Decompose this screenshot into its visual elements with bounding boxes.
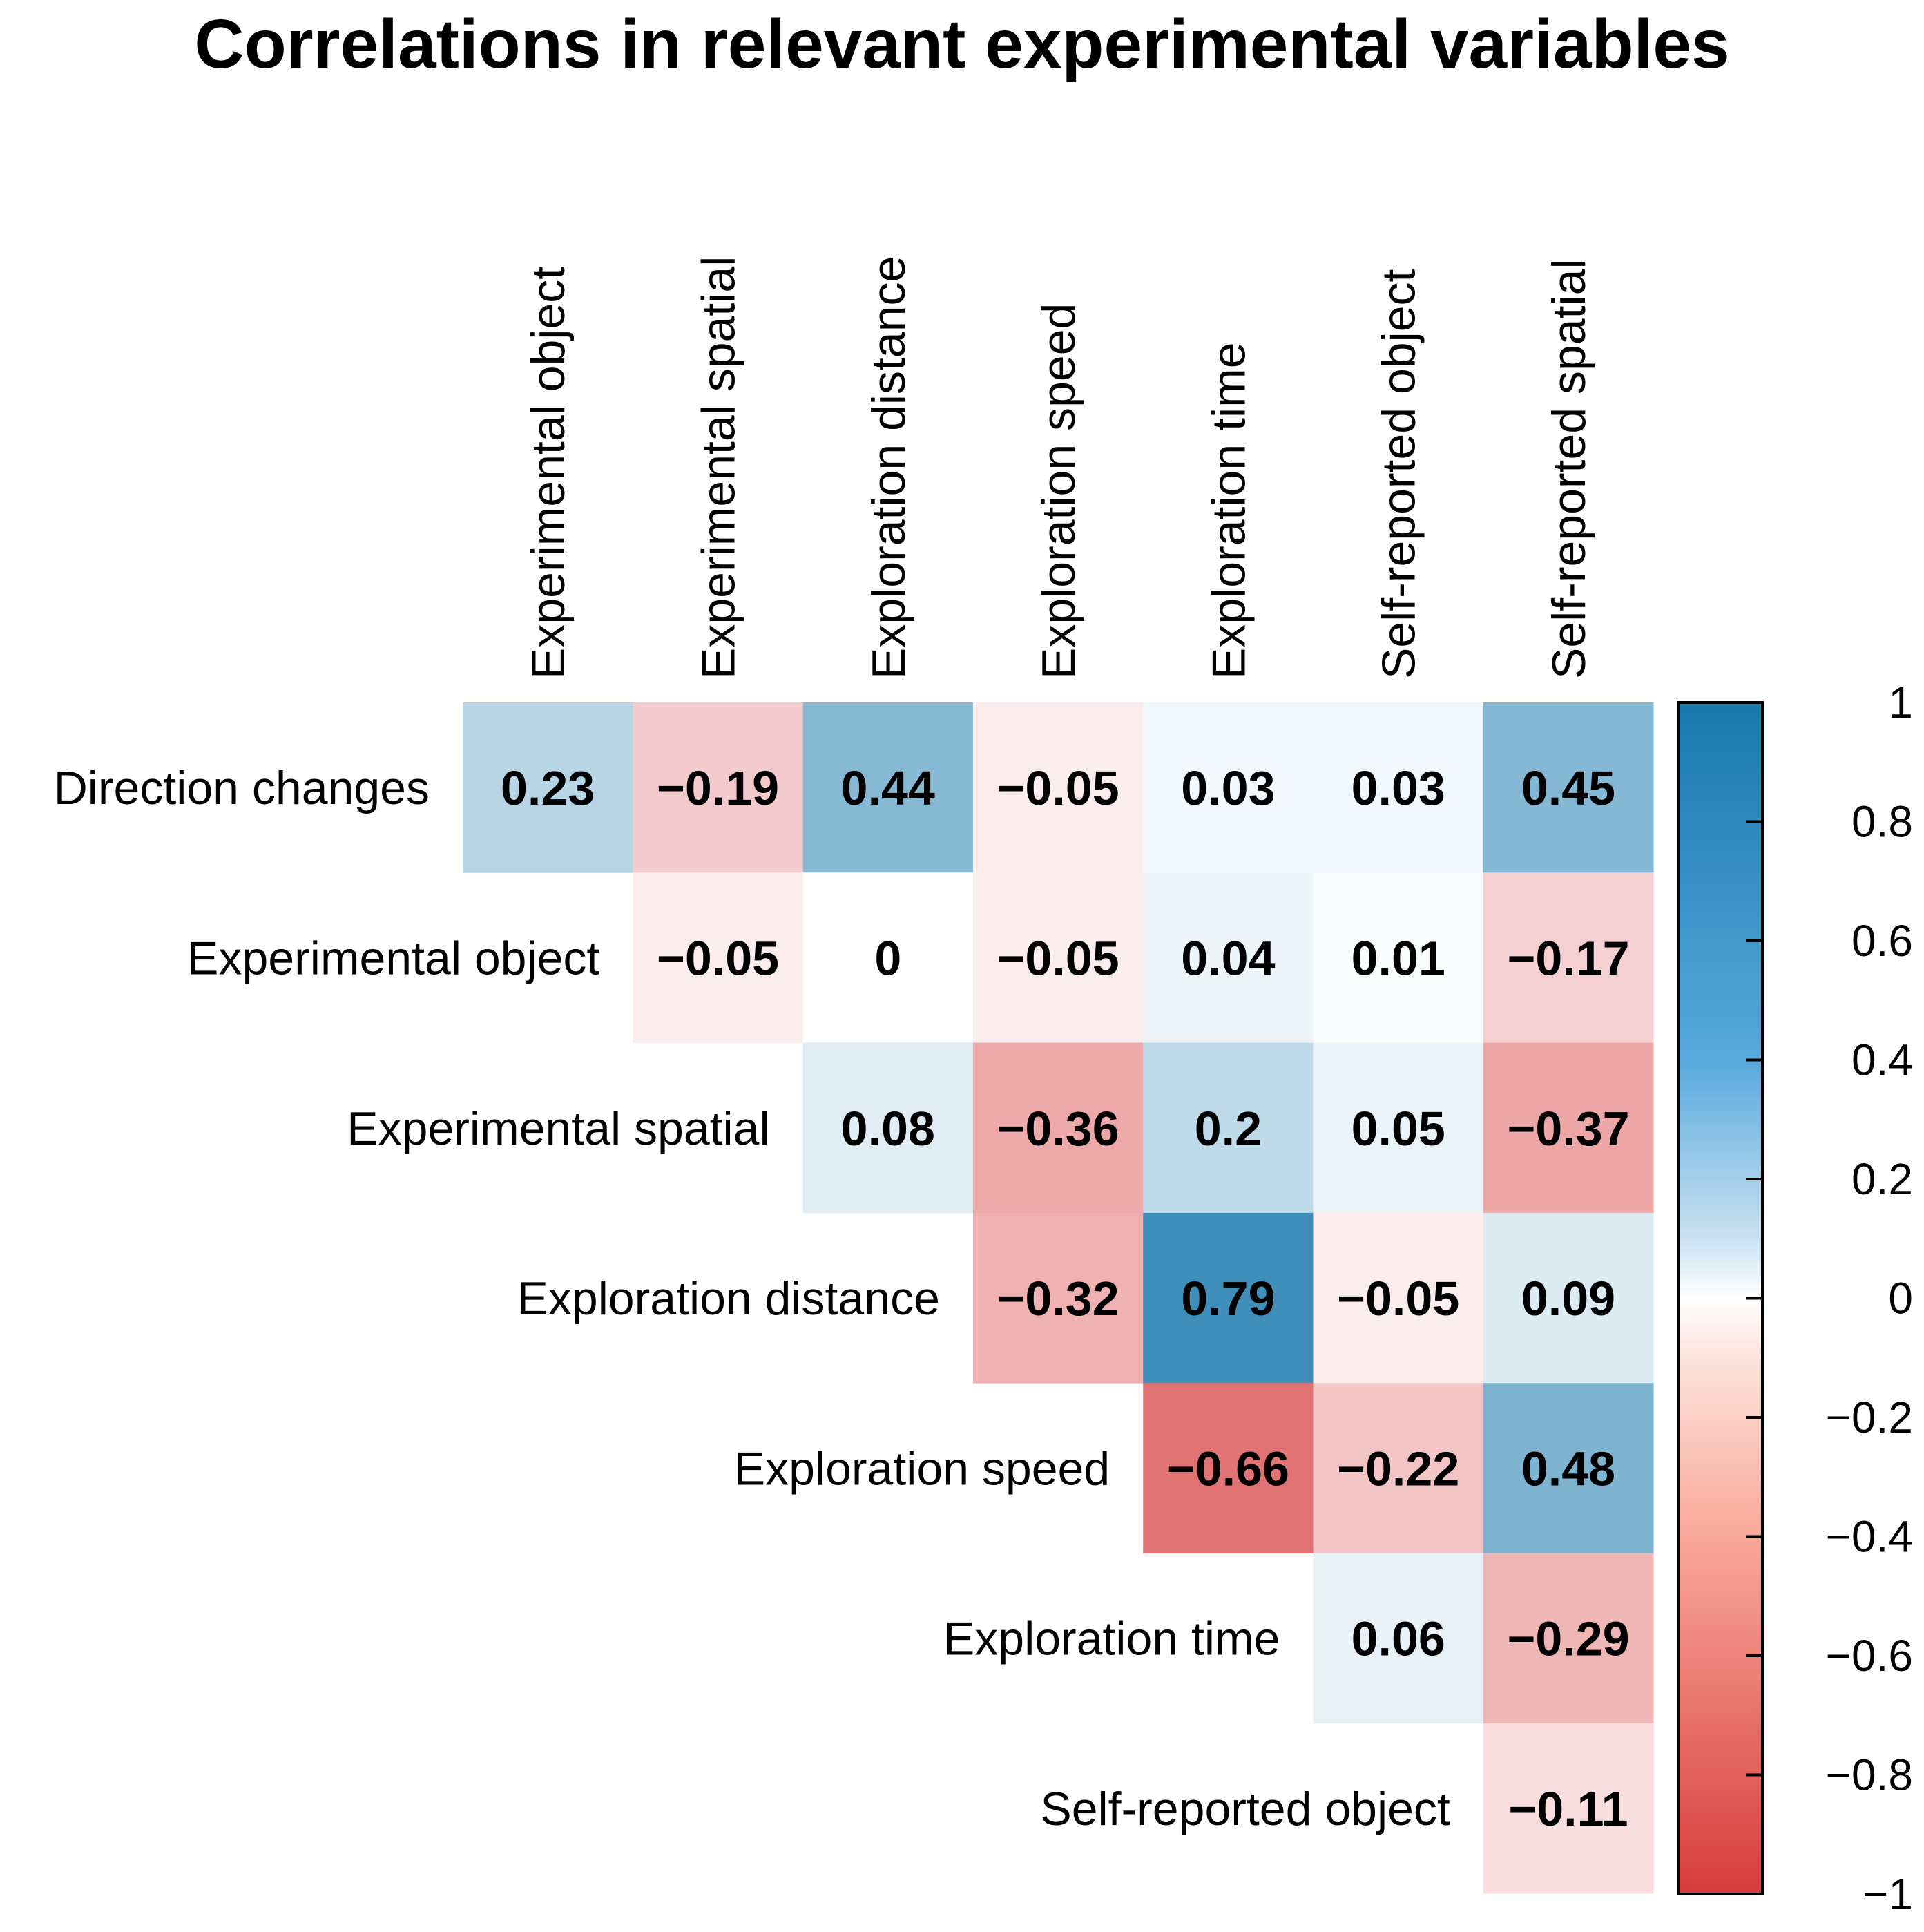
heatmap-cell-2-6 — [1483, 1042, 1654, 1214]
heatmap-cells: 0.23 −0.19 0.44 −0.05 0.03 0.03 0.45 −0.05 0 −0.0… — [463, 702, 1654, 1894]
row-label: Exploration speed — [734, 1442, 1110, 1495]
color-scale-tick-label: 0.8 — [1851, 797, 1913, 847]
color-scale-tick-label: −0.2 — [1826, 1393, 1913, 1442]
heatmap-cell-2-5 — [1313, 1042, 1484, 1214]
cell-value-label: −0.05 — [997, 761, 1119, 815]
row-label: Direction changes — [54, 762, 430, 814]
cell-value-label: −0.29 — [1507, 1612, 1629, 1666]
cell-value-label: 0.44 — [841, 761, 935, 815]
chart-title: Correlations in relevant experimental va… — [194, 6, 1729, 83]
cell-value-label: 0.09 — [1521, 1272, 1615, 1326]
cell-value-label: −0.19 — [657, 761, 779, 815]
heatmap-cell-2-4 — [1143, 1042, 1314, 1214]
color-scale-tick-label: 1 — [1888, 678, 1913, 727]
heatmap-cell-1-4 — [1143, 872, 1314, 1044]
heatmap-cell-1-5 — [1313, 872, 1484, 1044]
row-label: Experimental spatial — [347, 1102, 769, 1155]
color-scale-tick-label: 0 — [1888, 1274, 1913, 1323]
color-scale-tick-label: 0.2 — [1851, 1154, 1913, 1204]
heatmap-cell-1-6 — [1483, 872, 1654, 1044]
cell-value-label: −0.05 — [1337, 1272, 1459, 1326]
heatmap-cell-3-3 — [972, 1212, 1144, 1384]
cell-value-label: 0.45 — [1521, 761, 1615, 815]
heatmap-cell-4-4 — [1143, 1383, 1314, 1553]
cell-value-label: 0.04 — [1181, 932, 1275, 986]
heatmap-cell-3-5 — [1313, 1212, 1484, 1384]
heatmap-cell-1-1 — [633, 872, 804, 1044]
color-scale-tick-label: −1 — [1863, 1869, 1913, 1919]
cell-value-label: 0.06 — [1351, 1612, 1445, 1666]
cell-value-label: −0.05 — [997, 932, 1119, 986]
heatmap-cell-2-3 — [972, 1042, 1144, 1214]
column-label: Exploration distance — [863, 256, 915, 679]
heatmap-cell-0-1 — [633, 702, 804, 873]
cell-value-label: 0 — [874, 932, 901, 986]
cell-value-label: 0.05 — [1351, 1102, 1445, 1156]
column-label: Experimental spatial — [693, 256, 745, 679]
heatmap-cell-6-6 — [1483, 1723, 1654, 1894]
heatmap-cell-4-6 — [1483, 1383, 1654, 1553]
column-label: Experimental object — [522, 267, 575, 679]
row-label: Exploration distance — [517, 1272, 940, 1325]
color-scale-tick-label: 0.4 — [1851, 1035, 1913, 1085]
cell-value-label: −0.36 — [997, 1102, 1119, 1156]
column-label: Exploration speed — [1032, 303, 1085, 679]
cell-value-label: −0.17 — [1507, 932, 1629, 986]
cell-value-label: −0.05 — [657, 932, 779, 986]
axis-labels: Direction changes Experimental object Expe… — [54, 256, 1595, 1835]
row-label: Self-reported object — [1040, 1783, 1450, 1835]
cell-value-label: 0.2 — [1195, 1102, 1262, 1156]
color-scale-tick-label: −0.8 — [1826, 1750, 1913, 1800]
heatmap-cell-4-5 — [1313, 1383, 1484, 1553]
cell-value-label: 0.23 — [501, 761, 595, 815]
heatmap-cell-0-0 — [463, 702, 633, 873]
cell-value-label: 0.48 — [1521, 1442, 1615, 1495]
cell-value-label: −0.37 — [1507, 1102, 1629, 1156]
cell-value-label: 0.79 — [1181, 1272, 1275, 1326]
cell-value-label: 0.08 — [841, 1102, 935, 1156]
heatmap-cell-0-2 — [802, 702, 974, 873]
heatmap-cell-2-2 — [802, 1042, 974, 1214]
cell-value-label: −0.32 — [997, 1272, 1119, 1326]
heatmap-cell-0-3 — [972, 702, 1144, 873]
heatmap-cell-1-2 — [802, 872, 974, 1044]
heatmap-cell-3-4 — [1143, 1212, 1314, 1384]
column-label: Self-reported spatial — [1543, 258, 1595, 679]
heatmap-cell-3-6 — [1483, 1212, 1654, 1384]
cell-value-label: −0.22 — [1337, 1442, 1459, 1495]
heatmap-cell-0-4 — [1143, 702, 1314, 873]
heatmap-cell-5-5 — [1313, 1553, 1484, 1724]
color-scale-tick-label: 0.6 — [1851, 916, 1913, 966]
cell-value-label: −0.66 — [1167, 1442, 1289, 1495]
row-label: Experimental object — [187, 932, 599, 985]
column-label: Exploration time — [1202, 342, 1255, 679]
cell-value-label: −0.11 — [1508, 1782, 1628, 1836]
cell-value-label: 0.01 — [1351, 932, 1445, 986]
color-scale-legend: 1 0.8 0.6 0.4 0.2 0 −0.2 −0.4 −0.6 −0.8 −1 — [1677, 678, 1913, 1919]
color-scale-tick-label: −0.6 — [1826, 1631, 1913, 1681]
color-scale-tick-label: −0.4 — [1826, 1512, 1913, 1562]
column-label: Self-reported object — [1373, 269, 1425, 679]
cell-value-label: 0.03 — [1181, 761, 1275, 815]
row-label: Exploration time — [943, 1613, 1280, 1665]
cell-value-label: 0.03 — [1351, 761, 1445, 815]
heatmap-cell-5-6 — [1483, 1553, 1654, 1724]
heatmap-cell-1-3 — [972, 872, 1144, 1044]
heatmap-cell-0-5 — [1313, 702, 1484, 873]
heatmap-cell-0-6 — [1483, 702, 1654, 873]
